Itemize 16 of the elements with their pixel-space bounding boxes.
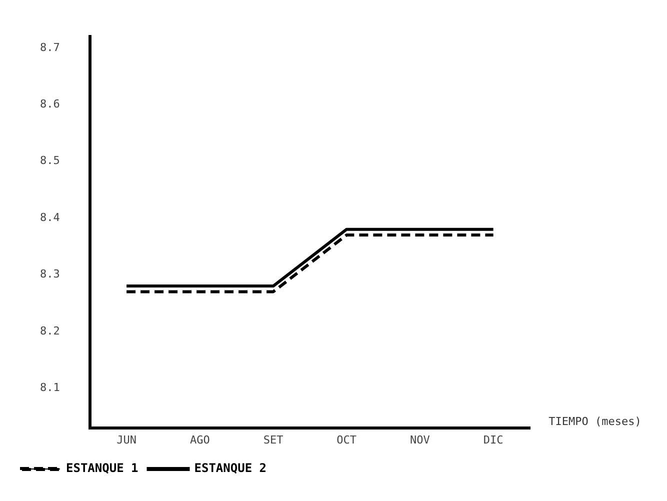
y-tick-label: 8.6 [40, 97, 60, 110]
y-tick-label: 8.3 [40, 268, 60, 281]
x-tick-label: SET [263, 433, 284, 446]
x-tick-label: NOV [410, 433, 430, 446]
y-tick-label: 8.4 [40, 210, 60, 224]
x-tick-label: AGO [190, 433, 210, 446]
x-axis-title: TIEMPO (meses) [548, 415, 642, 428]
y-tick-label: 8.5 [40, 154, 60, 168]
x-tick-label: JUN [116, 433, 136, 446]
y-tick-label: 8.7 [40, 40, 60, 54]
legend-label: ESTANQUE 1 [66, 461, 138, 476]
y-tick-label: 8.2 [40, 324, 60, 338]
legend-label: ESTANQUE 2 [194, 461, 266, 476]
x-tick-label: OCT [336, 433, 357, 446]
x-tick-label: DIC [483, 433, 504, 446]
y-tick-label: 8.1 [40, 380, 60, 394]
